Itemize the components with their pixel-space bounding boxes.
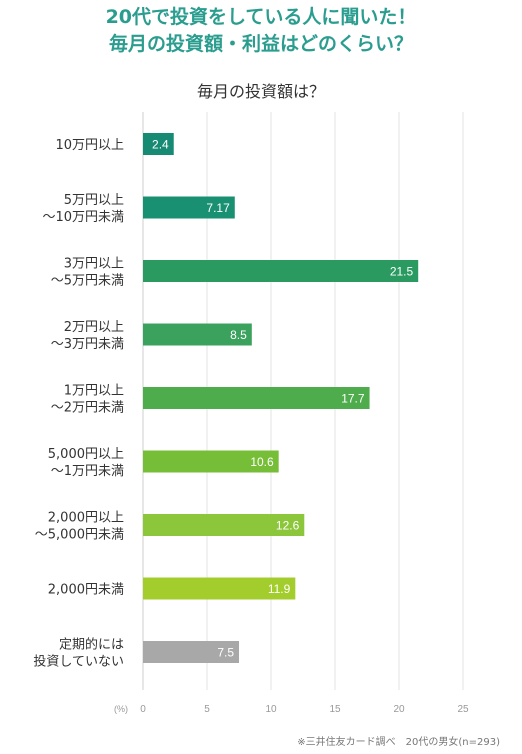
bar xyxy=(143,387,370,409)
source-note: ※三井住友カード調べ 20代の男女(n=293) xyxy=(297,737,500,748)
bar-value-label: 11.9 xyxy=(268,582,291,596)
page-header: 20代で投資をしている人に聞いた！ 毎月の投資額・利益はどのくらい？ xyxy=(0,4,522,58)
category-label: 2万円以上 xyxy=(64,320,124,335)
x-tick-label: 15 xyxy=(329,704,341,715)
category-label: 2,000円未満 xyxy=(48,583,124,598)
bar-value-label: 7.17 xyxy=(206,201,230,215)
category-label: ～5万円未満 xyxy=(51,274,124,289)
chart-title: 毎月の投資額は？ xyxy=(196,82,325,101)
category-label: 2,000円以上 xyxy=(48,511,124,526)
category-label: ～5,000円未満 xyxy=(35,528,124,543)
x-tick-label: 0 xyxy=(140,704,146,715)
bar-value-label: 2.4 xyxy=(152,138,169,152)
x-tick-label: 5 xyxy=(204,704,210,715)
category-label: 10万円以上 xyxy=(55,138,124,153)
header-line-1: 20代で投資をしている人に聞いた！ xyxy=(105,6,417,28)
bar-value-label: 8.5 xyxy=(230,328,247,342)
bar-value-label: 12.6 xyxy=(276,519,300,533)
category-label: 5万円以上 xyxy=(64,193,124,208)
bar xyxy=(143,260,419,282)
bar xyxy=(143,133,174,155)
bar-value-label: 10.6 xyxy=(250,455,274,469)
bar xyxy=(143,450,279,473)
x-tick-label: 20 xyxy=(393,704,405,715)
category-label: 3万円以上 xyxy=(64,257,124,272)
bar-value-label: 7.5 xyxy=(217,646,234,660)
bar-value-label: 21.5 xyxy=(390,265,414,279)
category-label: 定期的には xyxy=(59,637,124,653)
category-label: ～2万円未満 xyxy=(51,401,124,416)
bar xyxy=(143,514,305,536)
category-label: 投資していない xyxy=(33,654,124,670)
category-label: 1万円以上 xyxy=(64,384,124,399)
unit-label: (%) xyxy=(114,704,128,714)
category-label: 5,000円以上 xyxy=(48,447,124,462)
bar xyxy=(143,323,252,346)
bar-value-label: 17.7 xyxy=(341,392,365,406)
bar xyxy=(143,577,296,600)
category-label: ～1万円未満 xyxy=(51,464,124,479)
category-label: ～3万円未満 xyxy=(51,337,124,352)
bar xyxy=(143,196,235,219)
x-tick-label: 25 xyxy=(457,704,469,715)
header-line-2: 毎月の投資額・利益はどのくらい？ xyxy=(108,33,413,55)
bar xyxy=(143,641,239,663)
category-label: ～10万円未満 xyxy=(42,210,124,225)
x-tick-label: 10 xyxy=(265,704,277,715)
